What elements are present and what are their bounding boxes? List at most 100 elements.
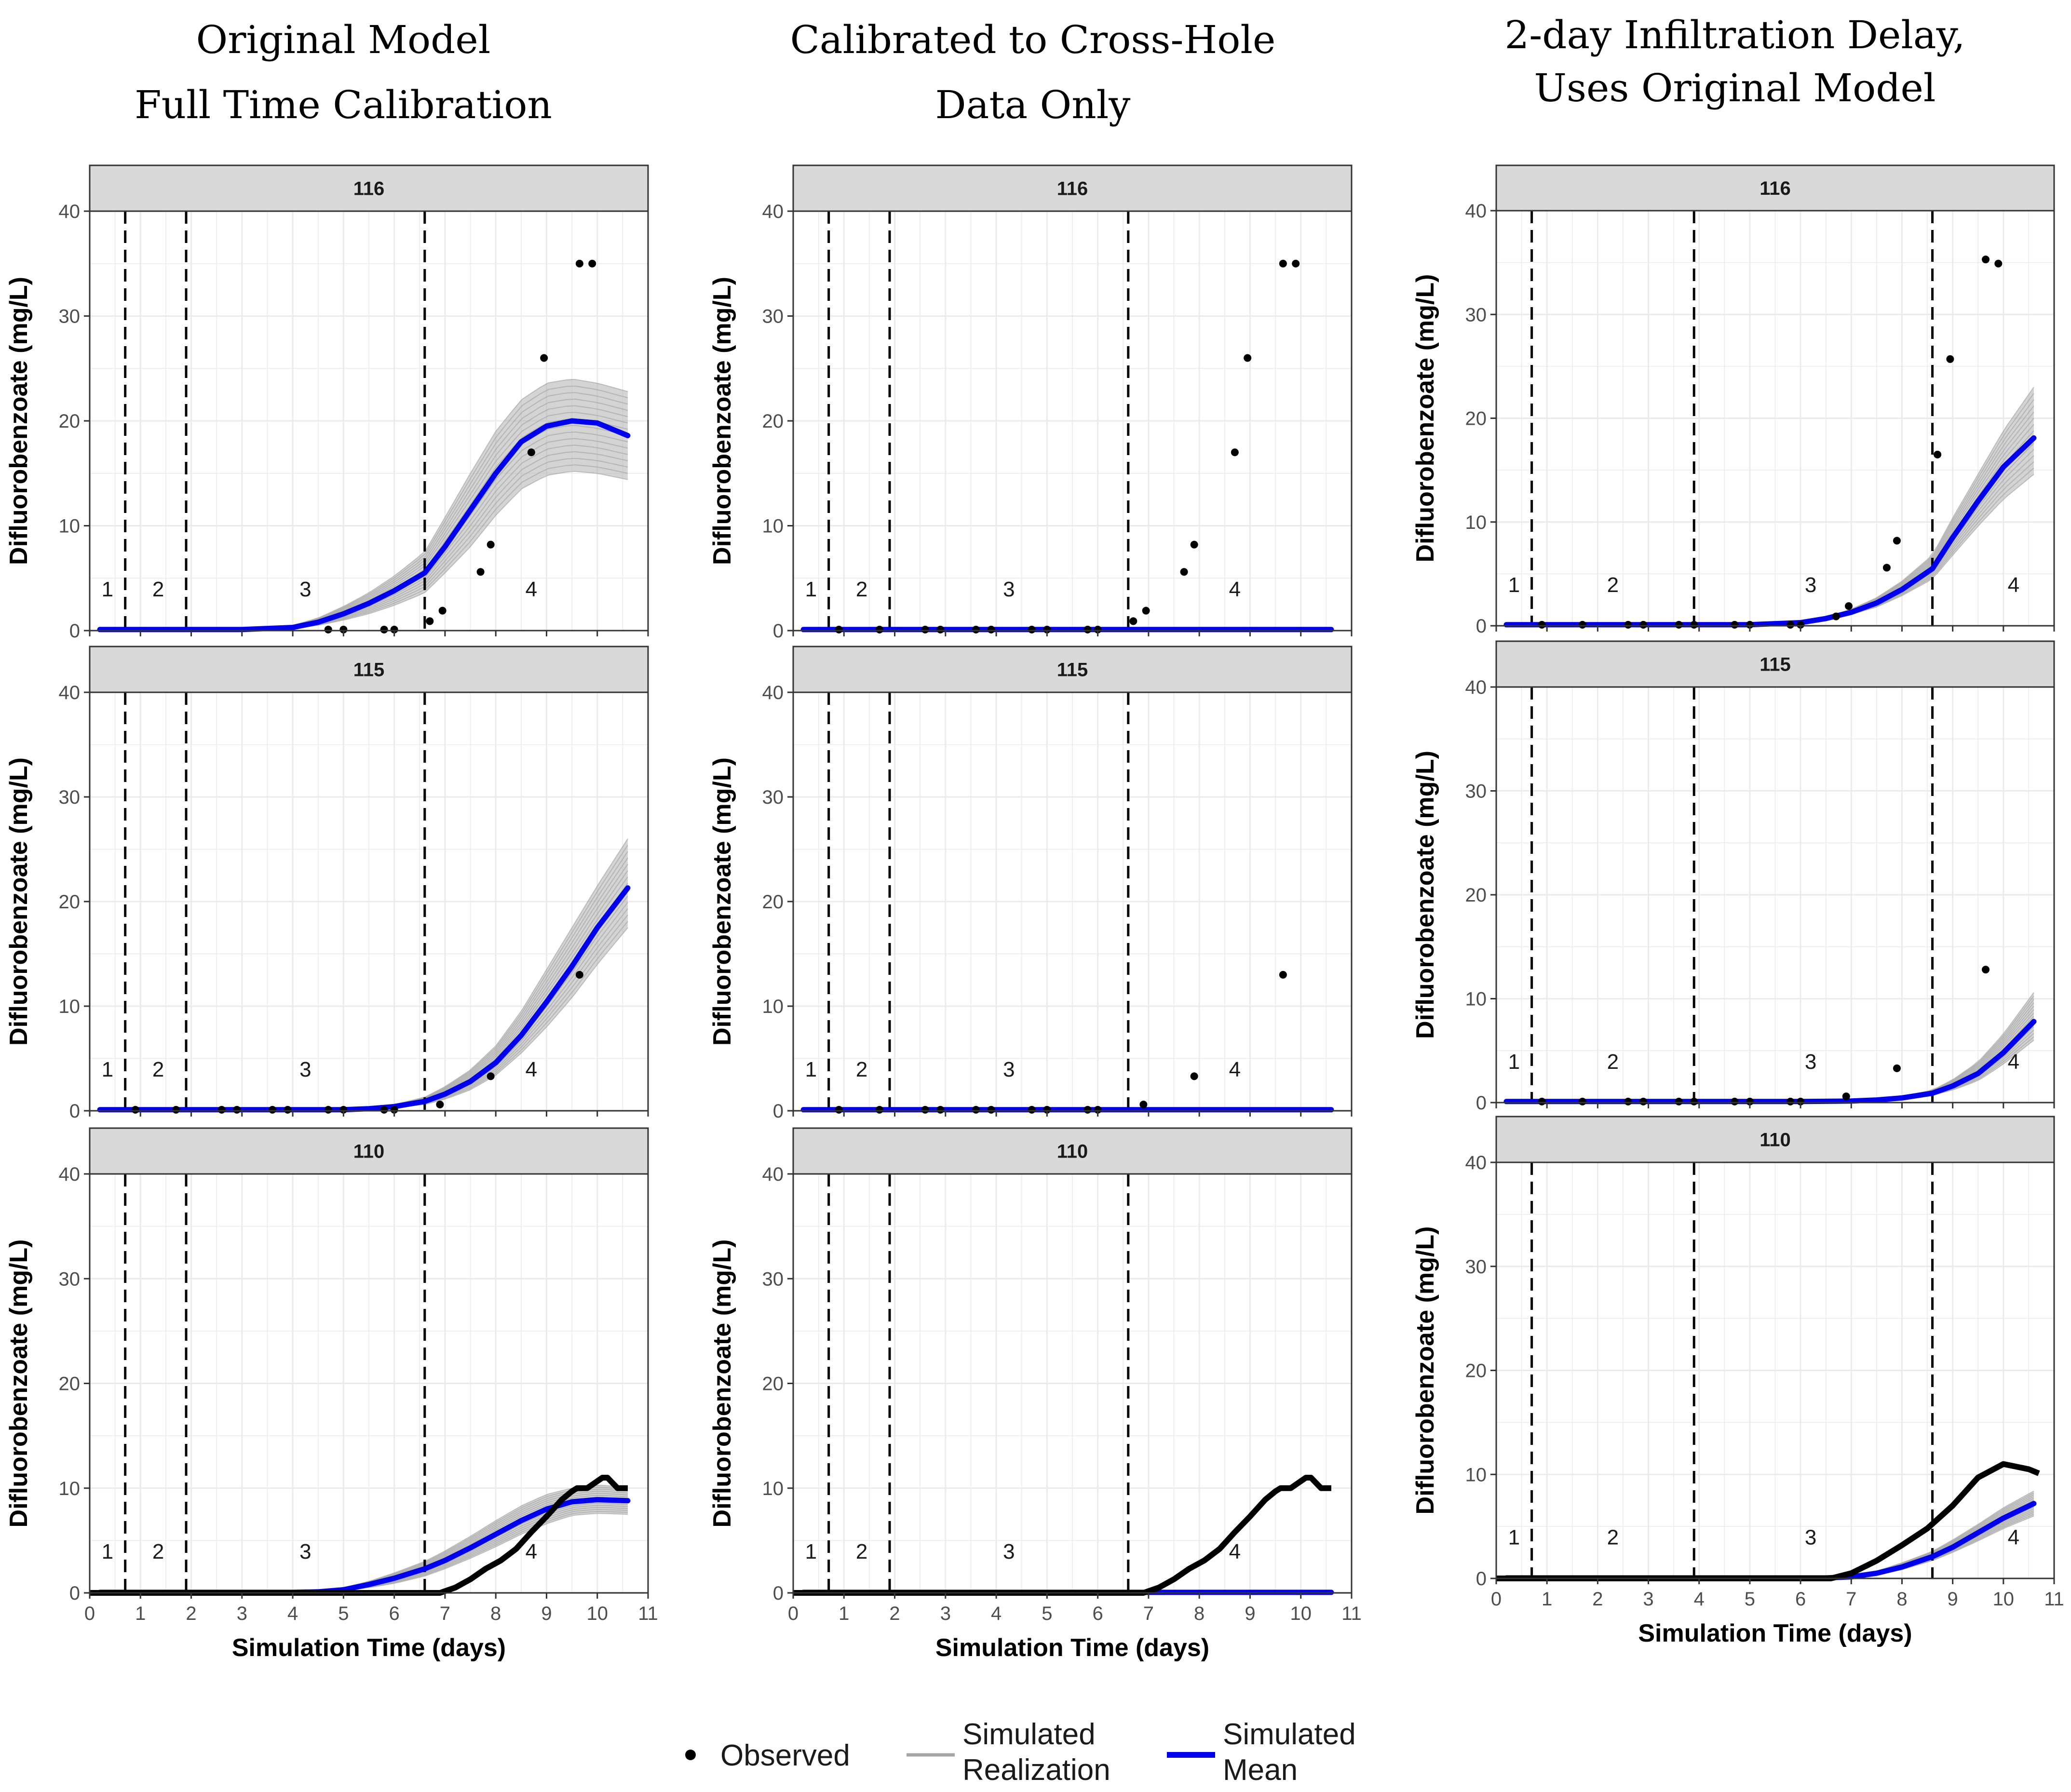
y-tick-label: 30 — [762, 306, 784, 327]
phase-label: 3 — [1003, 1540, 1015, 1563]
y-axis-title: Difluorobenzoate (mg/L) — [5, 757, 33, 1046]
observed-point — [1578, 1097, 1586, 1105]
panel-strip-label: 110 — [353, 1141, 385, 1162]
observed-point — [1094, 625, 1102, 633]
phase-label: 2 — [1607, 1050, 1619, 1074]
realization-line — [100, 1513, 628, 1593]
y-tick-label: 40 — [762, 682, 784, 703]
x-tick-label: 11 — [1341, 1603, 1362, 1624]
x-tick-label: 3 — [940, 1603, 951, 1624]
y-tick-label: 20 — [59, 891, 81, 913]
phase-label: 4 — [526, 1058, 537, 1081]
observed-point — [131, 1105, 139, 1114]
panel-strip-label: 116 — [1057, 178, 1088, 200]
y-tick-label: 20 — [59, 1374, 81, 1395]
phase-label: 4 — [2008, 1050, 2019, 1074]
y-tick-label: 40 — [762, 1164, 784, 1185]
observed-point — [172, 1105, 180, 1114]
phase-label: 2 — [856, 578, 867, 601]
simulated-mean-line — [1503, 435, 2037, 628]
x-tick-label: 0 — [1491, 1589, 1502, 1610]
observed-point — [380, 625, 388, 633]
observed-point — [1845, 602, 1853, 610]
observed-point — [1946, 355, 1954, 363]
observed-point — [487, 540, 495, 549]
y-tick-label: 30 — [59, 306, 81, 327]
y-tick-label: 30 — [1465, 1256, 1487, 1278]
observed-point — [217, 1105, 226, 1114]
observed-point — [1129, 617, 1137, 625]
observed-point — [380, 1105, 388, 1114]
x-tick-label: 5 — [1745, 1589, 1755, 1610]
observed-point — [1675, 620, 1683, 629]
y-axis-title: Difluorobenzoate (mg/L) — [5, 1240, 33, 1528]
phase-label: 3 — [1805, 573, 1816, 597]
observed-point — [339, 625, 348, 633]
y-tick-label: 30 — [1465, 781, 1487, 802]
observed-point — [1083, 625, 1092, 633]
y-tick-label: 10 — [1465, 989, 1487, 1010]
observed-point — [972, 1105, 980, 1114]
x-axis-title: Simulation Time (days) — [232, 1634, 506, 1662]
realization-line — [1506, 1497, 2034, 1578]
observed-point — [1690, 1097, 1698, 1105]
x-tick-label: 5 — [1042, 1603, 1052, 1624]
observed-point — [835, 1105, 843, 1114]
phase-label: 4 — [2008, 1526, 2019, 1549]
panel-grid — [792, 1173, 1353, 1594]
observed-point — [1731, 1097, 1739, 1105]
y-tick-label: 10 — [762, 516, 784, 537]
observed-point — [1882, 564, 1891, 572]
y-axis-title: Difluorobenzoate (mg/L) — [5, 277, 33, 565]
panel-grid — [1495, 686, 2055, 1104]
observed-point — [936, 1105, 945, 1114]
x-tick-label: 11 — [638, 1603, 658, 1624]
observed-point — [1787, 1097, 1795, 1105]
y-tick-label: 10 — [1465, 1464, 1487, 1485]
y-tick-label: 30 — [59, 1268, 81, 1290]
phase-label: 2 — [152, 1540, 164, 1563]
legend-realization-label-2: Realization — [962, 1753, 1110, 1787]
phase-label: 1 — [1508, 1526, 1520, 1549]
x-tick-label: 3 — [237, 1603, 247, 1624]
observed-point — [1893, 537, 1901, 545]
observed-point — [1832, 612, 1840, 620]
observed-point — [987, 625, 995, 633]
phase-label: 4 — [1229, 1058, 1241, 1081]
column-title-line2: Data Only — [935, 82, 1131, 127]
phase-label: 3 — [1805, 1526, 1816, 1549]
x-tick-label: 6 — [1093, 1603, 1103, 1624]
y-tick-label: 10 — [59, 516, 81, 537]
phase-label: 1 — [102, 1058, 113, 1081]
x-tick-label: 9 — [1948, 1589, 1958, 1610]
y-tick-label: 20 — [762, 1374, 784, 1395]
simulated-mean-line — [97, 885, 631, 1113]
observed-point — [1538, 1097, 1546, 1105]
column-title-line2: Uses Original Model — [1534, 66, 1936, 110]
x-tick-label: 5 — [338, 1603, 349, 1624]
y-tick-label: 40 — [762, 201, 784, 222]
phase-label: 2 — [152, 578, 164, 601]
phase-label: 1 — [102, 578, 113, 601]
legend-mean-label-2: Mean — [1223, 1753, 1298, 1787]
y-axis-title: Difluorobenzoate (mg/L) — [708, 277, 736, 565]
realization-line — [1506, 387, 2034, 625]
realization-line — [1506, 1026, 2034, 1102]
y-tick-label: 10 — [762, 1478, 784, 1499]
observed-point — [1292, 259, 1300, 268]
observed-point — [1624, 1097, 1632, 1105]
realization-line — [1506, 1039, 2034, 1102]
x-tick-label: 1 — [1542, 1589, 1552, 1610]
observed-point — [390, 625, 398, 633]
phase-label: 1 — [1508, 1050, 1520, 1074]
x-tick-label: 11 — [2044, 1589, 2064, 1610]
x-tick-label: 10 — [1993, 1589, 2015, 1610]
legend-observed-label: Observed — [720, 1739, 850, 1772]
observed-point — [1142, 606, 1150, 615]
observed-trace — [90, 1475, 628, 1596]
observed-point — [476, 568, 485, 576]
y-tick-label: 40 — [1465, 677, 1487, 698]
panel-strip — [89, 646, 649, 693]
